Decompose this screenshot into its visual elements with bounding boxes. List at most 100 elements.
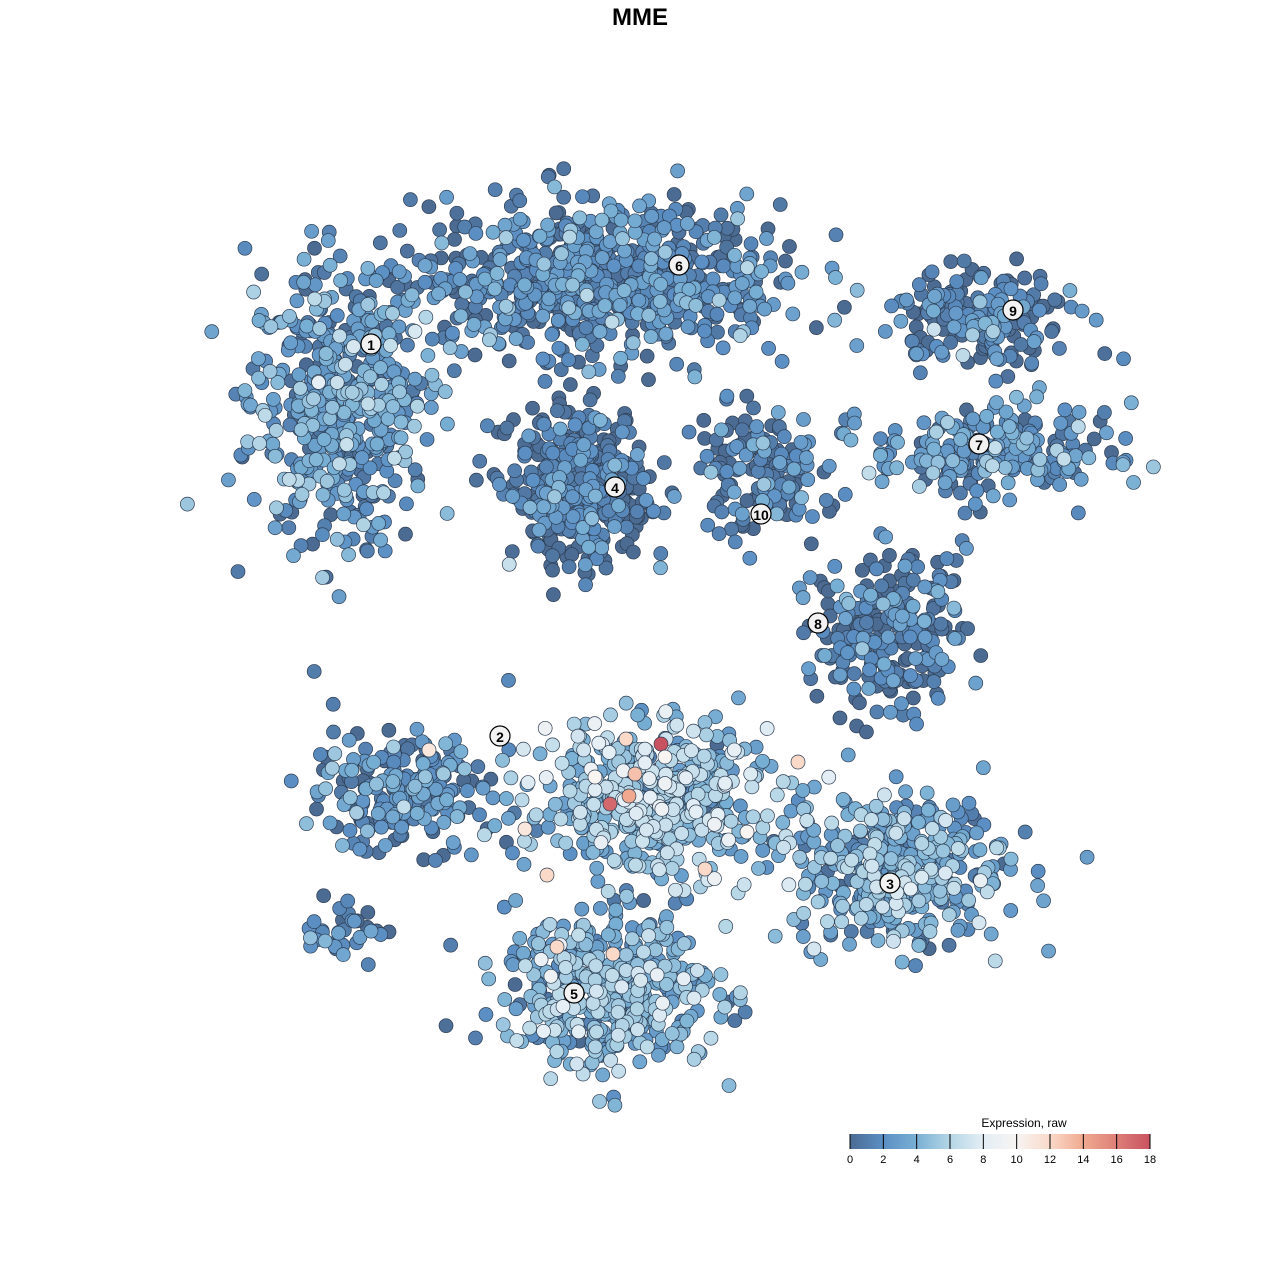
point	[570, 728, 586, 744]
point	[552, 421, 568, 437]
point	[888, 769, 904, 785]
point	[387, 450, 402, 466]
point	[554, 246, 569, 261]
point	[436, 815, 452, 830]
point	[516, 856, 532, 872]
point	[805, 509, 820, 524]
point	[734, 506, 750, 522]
point	[400, 337, 415, 353]
point	[926, 303, 941, 319]
point	[656, 455, 672, 470]
cluster-label-text: 7	[975, 437, 983, 453]
point	[653, 546, 669, 561]
point	[880, 629, 896, 645]
point	[835, 898, 850, 914]
point	[407, 371, 423, 387]
point	[392, 223, 408, 238]
point	[299, 318, 315, 334]
point	[556, 161, 572, 177]
point	[561, 559, 577, 575]
point	[453, 308, 469, 324]
point	[1070, 419, 1086, 435]
point	[829, 578, 845, 594]
point	[466, 317, 482, 332]
point	[512, 930, 528, 946]
point	[909, 716, 924, 732]
point	[864, 858, 880, 874]
point	[458, 284, 473, 300]
point	[759, 721, 775, 736]
point	[417, 769, 433, 785]
legend-tick-label: 18	[1144, 1154, 1156, 1166]
point	[407, 418, 422, 434]
point	[578, 577, 593, 593]
point	[530, 538, 546, 554]
point	[331, 589, 347, 604]
point	[630, 447, 645, 462]
cluster-label-9: 9	[1002, 299, 1024, 321]
point	[237, 383, 253, 398]
point	[325, 696, 341, 712]
point	[914, 869, 930, 885]
point	[874, 474, 890, 489]
point	[246, 492, 262, 507]
point	[631, 293, 647, 308]
point	[398, 526, 413, 542]
point	[778, 253, 793, 269]
point	[469, 472, 484, 488]
point	[657, 776, 673, 791]
color-legend: Expression, raw 0 2 4 6 8 10 12 14 16 18	[847, 1116, 1156, 1166]
point	[1053, 415, 1069, 431]
point	[296, 274, 312, 290]
point	[690, 963, 705, 978]
point	[739, 186, 755, 202]
point	[666, 187, 682, 202]
point	[505, 845, 520, 861]
point	[576, 742, 592, 758]
point	[581, 364, 597, 380]
point	[1073, 471, 1089, 487]
point	[946, 880, 962, 896]
point	[588, 958, 604, 974]
point	[1017, 270, 1033, 286]
point	[956, 253, 972, 269]
point	[1003, 903, 1019, 918]
point	[1032, 452, 1048, 467]
point	[703, 1030, 719, 1046]
point	[307, 240, 322, 256]
point	[930, 584, 946, 599]
point	[911, 814, 926, 830]
point	[611, 1063, 627, 1079]
point	[776, 840, 791, 855]
point	[1017, 824, 1033, 840]
point	[971, 915, 987, 931]
point	[564, 547, 580, 562]
point	[926, 674, 942, 689]
point	[782, 239, 797, 254]
point	[733, 985, 748, 1001]
point	[636, 893, 651, 908]
point	[686, 990, 702, 1006]
point	[911, 938, 927, 953]
point	[359, 543, 375, 559]
point	[440, 416, 455, 432]
point	[291, 367, 307, 383]
point	[739, 493, 755, 508]
point	[973, 648, 989, 663]
point	[1099, 425, 1114, 441]
point	[666, 489, 682, 504]
point	[714, 422, 729, 438]
point	[730, 211, 745, 227]
point	[745, 809, 761, 825]
point	[537, 374, 553, 389]
point	[953, 432, 969, 447]
point	[591, 735, 607, 751]
point	[737, 1004, 753, 1020]
point	[810, 894, 826, 910]
point	[641, 307, 657, 323]
point	[317, 933, 333, 949]
point	[654, 801, 670, 817]
point	[508, 893, 523, 908]
point	[505, 489, 520, 504]
point	[894, 954, 910, 970]
